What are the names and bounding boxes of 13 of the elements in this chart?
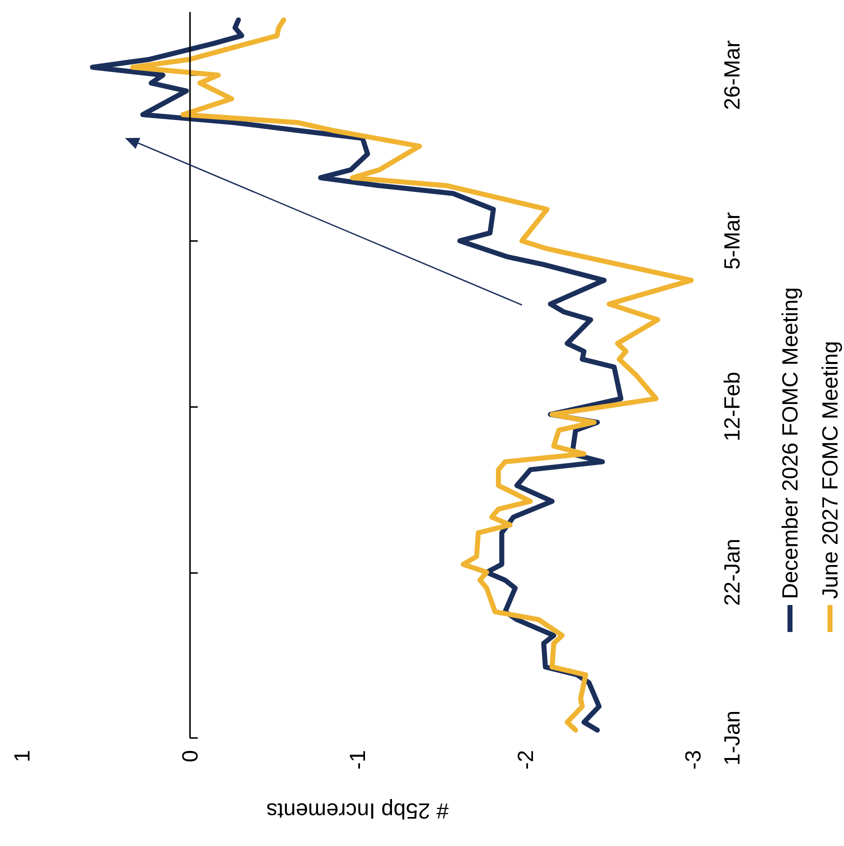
x-tick-label: -1 <box>345 750 370 770</box>
x-axis-title: # 25bp Increments <box>266 798 449 824</box>
x-tick-label: 1 <box>10 750 34 762</box>
text: June 2027 FOMC Meeting <box>818 340 842 599</box>
y-tick-label: 12-Feb <box>720 372 744 442</box>
y-tick-label: 5-Mar <box>720 212 744 270</box>
y-tick-label: 1-Jan <box>720 710 744 766</box>
x-tick-label: 0 <box>177 750 202 762</box>
y-tick-label: 22-Jan <box>720 538 744 606</box>
x-tick-label: -3 <box>680 750 706 770</box>
text: December 2026 FOMC Meeting <box>778 287 802 599</box>
x-tick-label: -2 <box>512 750 538 770</box>
y-tick-label: 26-Mar <box>720 40 744 110</box>
